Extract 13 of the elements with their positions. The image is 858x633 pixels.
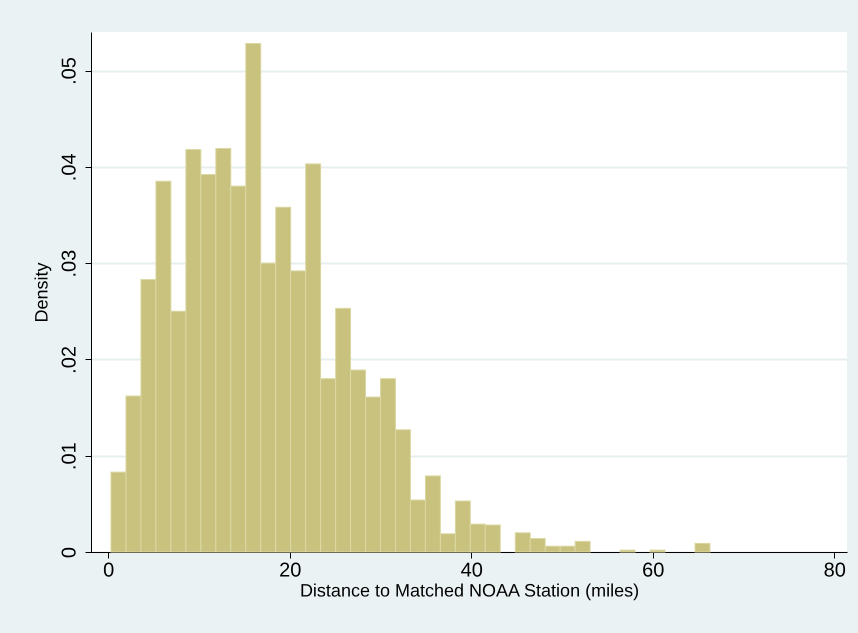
x-tick-label: 60 — [642, 560, 664, 582]
x-tick-label: 80 — [824, 560, 846, 582]
y-tick-label: 0 — [58, 546, 80, 558]
y-tick-label: .01 — [58, 442, 80, 470]
y-tick-label: .03 — [58, 250, 80, 278]
x-tick-label: 20 — [279, 560, 302, 582]
y-tick-label: .04 — [58, 153, 80, 182]
x-axis-title: Distance to Matched NOAA Station (miles) — [300, 580, 640, 600]
y-axis-title: Density — [32, 262, 52, 323]
x-tick-label: 0 — [103, 560, 114, 582]
y-tick-label: .05 — [58, 57, 80, 85]
x-tick-label: 40 — [460, 560, 483, 582]
y-tick-label: .02 — [58, 346, 80, 374]
